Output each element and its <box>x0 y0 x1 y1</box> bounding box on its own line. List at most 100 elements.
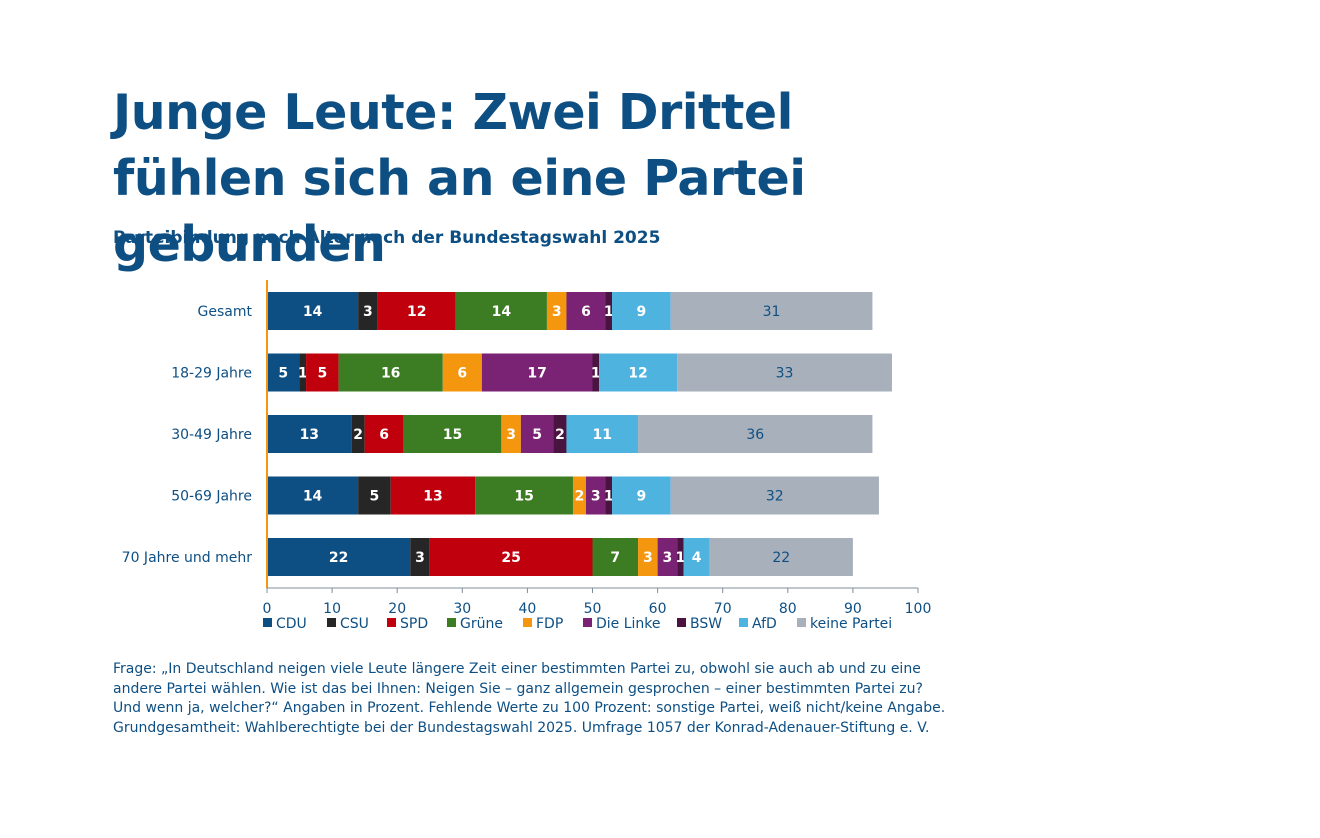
bar-segment <box>709 538 853 576</box>
bar-segment <box>572 476 586 515</box>
data-label: 12 <box>407 304 426 320</box>
bar-segment <box>677 538 684 576</box>
data-label: 22 <box>329 550 348 566</box>
legend-swatch <box>583 618 592 627</box>
data-label: 3 <box>363 304 373 320</box>
bar-segment <box>670 292 873 330</box>
data-label: 3 <box>662 550 672 566</box>
data-label: 2 <box>575 489 585 505</box>
chart-title: Junge Leute: Zwei Drittel fühlen sich an… <box>113 84 806 273</box>
category-label: 70 Jahre und mehr <box>122 550 253 566</box>
data-label: 14 <box>303 489 323 505</box>
bar-segment <box>657 538 678 576</box>
data-label: 7 <box>610 550 620 566</box>
legend-swatch <box>523 618 532 627</box>
x-tick-label: 100 <box>905 601 932 617</box>
legend-label: AfD <box>752 616 777 632</box>
data-label: 6 <box>457 366 467 382</box>
data-label: 6 <box>379 427 389 443</box>
chart-subtitle: Parteibindung nach Alter nach der Bundes… <box>113 228 661 248</box>
bar-segment <box>599 353 678 392</box>
x-tick-label: 20 <box>388 601 406 617</box>
bar-segment <box>429 538 593 576</box>
bar-segment <box>403 415 502 453</box>
bar-segment <box>612 292 671 330</box>
data-label: 31 <box>763 304 781 320</box>
legend-label: SPD <box>400 616 428 632</box>
bar-segment <box>481 353 593 392</box>
data-label: 16 <box>381 366 400 382</box>
bar-segment <box>638 415 873 453</box>
data-label: 22 <box>772 550 790 566</box>
bar-segment <box>267 292 359 330</box>
bar-segment <box>553 415 567 453</box>
category-label: 18-29 Jahre <box>171 366 252 382</box>
data-label: 5 <box>278 366 288 382</box>
data-label: 25 <box>501 550 520 566</box>
legend-label: CSU <box>340 616 369 632</box>
legend-label: BSW <box>690 616 722 632</box>
bar-segment <box>638 538 658 576</box>
data-label: 13 <box>300 427 319 443</box>
data-label: 13 <box>423 489 442 505</box>
legend-swatch <box>739 618 748 627</box>
bar-segment <box>592 538 639 576</box>
legend-swatch <box>387 618 396 627</box>
bar-segment <box>475 476 573 515</box>
data-label: 2 <box>353 427 363 443</box>
data-label: 3 <box>552 304 562 320</box>
data-label: 5 <box>317 366 327 382</box>
legend-swatch <box>263 618 272 627</box>
bar-segment <box>338 353 443 392</box>
data-label: 15 <box>443 427 462 443</box>
data-label: 3 <box>506 427 516 443</box>
data-label: 3 <box>643 550 653 566</box>
bar-segment <box>299 353 307 392</box>
data-label: 5 <box>532 427 542 443</box>
bar-segment <box>267 415 352 453</box>
bar-segment <box>612 476 671 515</box>
bar-segment <box>605 292 613 330</box>
bar-segment <box>267 353 300 392</box>
bar-segment <box>364 415 404 453</box>
data-label: 11 <box>593 427 612 443</box>
data-label: 12 <box>628 366 647 382</box>
data-label: 15 <box>514 489 533 505</box>
data-label: 3 <box>591 489 601 505</box>
bar-segment <box>267 538 411 576</box>
x-tick-label: 40 <box>518 601 536 617</box>
bar-segment <box>592 353 600 392</box>
x-tick-label: 0 <box>263 601 272 617</box>
x-tick-label: 80 <box>779 601 797 617</box>
data-label: 1 <box>604 304 614 320</box>
category-label: Gesamt <box>198 304 253 320</box>
data-label: 33 <box>776 366 794 382</box>
bar-segment <box>455 292 547 330</box>
data-label: 36 <box>746 427 764 443</box>
data-label: 2 <box>555 427 565 443</box>
bar-segment <box>520 415 554 453</box>
data-label: 17 <box>527 366 546 382</box>
x-tick-label: 70 <box>714 601 732 617</box>
x-tick-label: 10 <box>323 601 341 617</box>
bar-segment <box>358 476 391 515</box>
data-label: 1 <box>591 366 601 382</box>
data-label: 4 <box>692 550 702 566</box>
bar-segment <box>442 353 482 392</box>
bar-segment <box>501 415 521 453</box>
data-label: 14 <box>303 304 323 320</box>
legend-label: Grüne <box>460 616 503 632</box>
data-label: 1 <box>298 366 308 382</box>
bar-segment <box>351 415 365 453</box>
x-tick-label: 60 <box>649 601 667 617</box>
data-label: 1 <box>676 550 686 566</box>
x-tick-label: 50 <box>584 601 602 617</box>
data-label: 32 <box>766 489 784 505</box>
bar-segment <box>670 476 879 515</box>
legend-label: Die Linke <box>596 616 661 632</box>
bar-segment <box>585 476 606 515</box>
legend-swatch <box>677 618 686 627</box>
bar-segment <box>306 353 339 392</box>
data-label: 14 <box>492 304 512 320</box>
